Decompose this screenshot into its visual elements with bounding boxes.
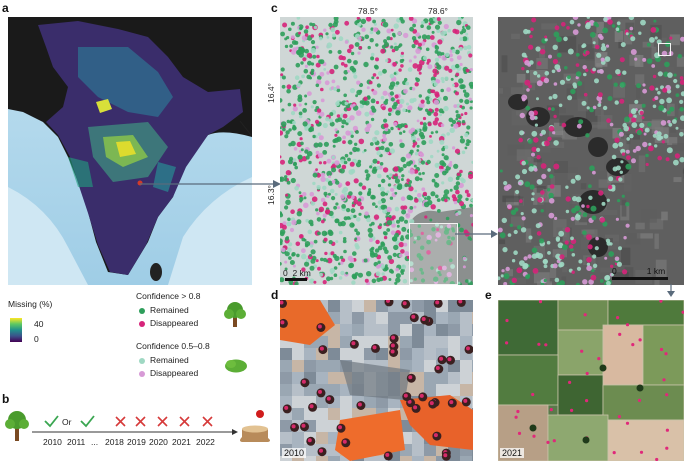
mid-remained-label: Remained bbox=[150, 355, 189, 365]
timeline-year-2019: 2019 bbox=[127, 437, 146, 447]
image-2021: 2021 bbox=[498, 300, 684, 461]
mid-disappeared-dot bbox=[139, 371, 145, 377]
timeline-year-2020: 2020 bbox=[149, 437, 168, 447]
cross-icon-2019 bbox=[135, 416, 146, 427]
zoomed-tree-map bbox=[498, 17, 684, 285]
cross-icon-2022 bbox=[202, 416, 213, 427]
missing-legend-max: 40 bbox=[34, 319, 44, 329]
timeline-marks bbox=[44, 415, 213, 428]
arrow-c-left-to-right bbox=[455, 230, 498, 238]
high-remained-dot bbox=[139, 308, 145, 314]
timeline-year-2011: 2011 bbox=[67, 437, 86, 447]
year-label-2010: 2010 bbox=[282, 448, 307, 458]
shrub-icon bbox=[225, 359, 247, 373]
panel-label-e: e bbox=[485, 288, 492, 302]
scale-bar-left-label: 0 2 km bbox=[283, 268, 311, 278]
high-remained-label: Remained bbox=[150, 305, 189, 315]
cross-icon-2021 bbox=[179, 416, 190, 427]
scale-bar-right bbox=[612, 277, 668, 280]
mid-remained-dot bbox=[139, 358, 145, 364]
tree-icon bbox=[224, 302, 246, 327]
missing-legend-min: 0 bbox=[34, 334, 39, 344]
panel-label-d: d bbox=[271, 288, 279, 302]
zoom-box-small bbox=[658, 43, 671, 56]
zoom-box bbox=[409, 223, 458, 285]
missing-legend-title: Missing (%) bbox=[8, 299, 53, 309]
cross-icon-2020 bbox=[157, 416, 168, 427]
timeline-ellipsis: ... bbox=[91, 437, 99, 447]
lon-label-78-6: 78.6° bbox=[428, 6, 448, 16]
cross-icon-2018 bbox=[115, 416, 126, 427]
confidence-high-title: Confidence > 0.8 bbox=[136, 291, 201, 301]
lat-label-16-3: 16.3° bbox=[266, 185, 276, 205]
timeline-year-2022: 2022 bbox=[196, 437, 215, 447]
india-missing-map bbox=[8, 17, 252, 285]
confidence-mid-title: Confidence 0.5–0.8 bbox=[136, 341, 210, 351]
arrow-a-to-c bbox=[140, 180, 281, 188]
lat-label-16-4: 16.4° bbox=[266, 83, 276, 103]
regional-tree-map bbox=[280, 17, 473, 285]
missing-colorbar bbox=[10, 318, 22, 342]
check-icon-2011 bbox=[80, 415, 95, 428]
image-2010: 2010 bbox=[280, 300, 473, 461]
mid-disappeared-label: Disappeared bbox=[150, 368, 199, 378]
panel-label-b: b bbox=[2, 392, 10, 406]
timeline-year-2010: 2010 bbox=[43, 437, 62, 447]
check-icon-2010 bbox=[44, 415, 59, 428]
timeline-year-2018: 2018 bbox=[105, 437, 124, 447]
arrow-c-to-e bbox=[667, 284, 675, 297]
timeline-or: Or bbox=[62, 417, 72, 427]
timeline-year-2021: 2021 bbox=[172, 437, 191, 447]
high-disappeared-dot bbox=[139, 321, 145, 327]
panel-label-c: c bbox=[271, 1, 278, 15]
panel-label-a: a bbox=[2, 1, 9, 15]
scale-bar-left bbox=[285, 278, 307, 281]
year-label-2021: 2021 bbox=[500, 448, 525, 458]
high-disappeared-label: Disappeared bbox=[150, 318, 199, 328]
timeline-graphic bbox=[5, 410, 270, 442]
lon-label-78-5: 78.5° bbox=[358, 6, 378, 16]
